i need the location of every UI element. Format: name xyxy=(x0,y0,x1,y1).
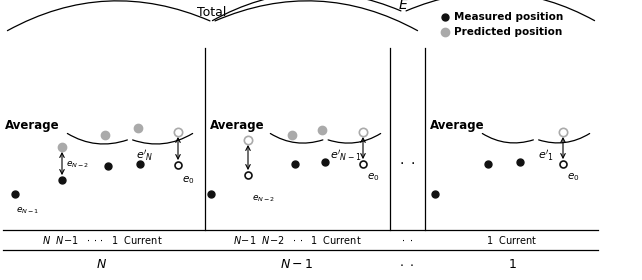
Text: $e'_{N-1}$: $e'_{N-1}$ xyxy=(330,148,361,163)
Text: Total: Total xyxy=(197,6,227,18)
Text: $e_0$: $e_0$ xyxy=(567,171,580,183)
Text: $1\ \ \mathrm{Current}$: $1\ \ \mathrm{Current}$ xyxy=(487,234,537,246)
Text: Average: Average xyxy=(430,118,485,132)
Text: $\cdot\ \cdot$: $\cdot\ \cdot$ xyxy=(399,155,415,169)
Text: $e_{N-2}$: $e_{N-2}$ xyxy=(252,194,275,204)
Text: $1$: $1$ xyxy=(508,258,516,272)
Text: $e_{N-2}$: $e_{N-2}$ xyxy=(66,160,89,170)
Text: $e'_N$: $e'_N$ xyxy=(136,148,153,163)
Text: $E$: $E$ xyxy=(397,0,408,12)
Text: $N$: $N$ xyxy=(96,258,107,272)
Text: Average: Average xyxy=(210,118,265,132)
Text: Average: Average xyxy=(5,118,60,132)
Text: Measured position: Measured position xyxy=(454,12,563,22)
Text: $e_0$: $e_0$ xyxy=(367,171,379,183)
Text: $N\ \ N\!-\!1\ \ \cdot\cdot\cdot\ \ 1\ \ \mathrm{Current}$: $N\ \ N\!-\!1\ \ \cdot\cdot\cdot\ \ 1\ \… xyxy=(42,234,162,246)
Text: $\cdot\ \cdot$: $\cdot\ \cdot$ xyxy=(401,235,413,245)
Text: $\cdot\ \cdot$: $\cdot\ \cdot$ xyxy=(399,258,415,272)
Text: $e'_1$: $e'_1$ xyxy=(538,148,554,163)
Text: $N\!-\!1\ \ N\!-\!2\ \ \cdot\cdot\ \ 1\ \ \mathrm{Current}$: $N\!-\!1\ \ N\!-\!2\ \ \cdot\cdot\ \ 1\ … xyxy=(232,234,361,246)
Text: $e_0$: $e_0$ xyxy=(182,174,195,186)
Text: $N-1$: $N-1$ xyxy=(281,258,314,272)
Text: $e_{N-1}$: $e_{N-1}$ xyxy=(16,206,40,216)
Text: Predicted position: Predicted position xyxy=(454,27,562,37)
